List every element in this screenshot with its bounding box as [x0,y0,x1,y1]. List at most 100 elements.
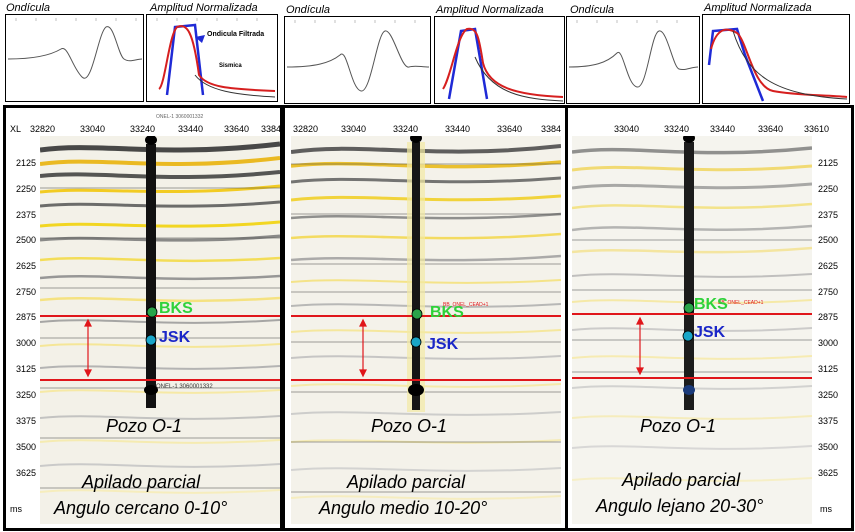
apilado-caption: Apilado parcial [347,472,466,492]
depth-3625: 3625 [16,468,37,478]
wavelet-curve-1 [7,18,143,79]
wavelet-curve-3 [568,20,699,88]
xl-tick-5: 33640 [224,124,250,134]
depth-2250: 2250 [818,184,839,194]
xl-tick-3: 33240 [393,124,419,134]
depth-2625: 2625 [16,261,37,271]
depth-2250: 2250 [16,184,37,194]
legend-sismica: Sismica [219,63,242,69]
ondicula-label-2: Ondícula [286,4,331,16]
spectrum-curve-3 [707,27,848,102]
xl-tick-2: 33040 [80,124,106,134]
depth-3500: 3500 [16,442,37,452]
depth-2125: 2125 [818,158,839,168]
well-bottom-label: ONEL-1 3060001332 [156,384,213,390]
bks-dot [683,302,695,314]
well-track [412,142,420,410]
seismic-image-near [40,136,280,524]
seismic-image-far [572,136,812,524]
depth-2375: 2375 [16,210,37,220]
depth-2875: 2875 [16,312,37,322]
xl-tick-2: 33040 [341,124,367,134]
wavelet-plot-1 [5,14,144,102]
depth-3625: 3625 [818,468,839,478]
bks-dot [411,308,423,320]
interval-arrow [84,318,92,378]
xl-tick-4: 33440 [178,124,204,134]
jsk-label: JSK [694,324,726,341]
xl-prefix: XL [10,124,22,134]
xl-tick-4: 33640 [758,124,784,134]
interval-arrow [636,316,644,376]
pozo-caption: Pozo O-1 [371,416,448,436]
interval-arrow [359,318,367,378]
pozo-caption: Pozo O-1 [640,416,717,436]
bks-label: BKS [694,296,728,313]
depth-3375: 3375 [818,416,839,426]
apilado-caption: Apilado parcial [622,470,741,490]
jsk-dot [410,336,422,348]
depth-3125: 3125 [818,364,839,374]
depth-3500: 3500 [818,442,839,452]
xl-tick-3: 33240 [130,124,156,134]
ms-label: ms [10,504,22,514]
spectrum-plot-1: Ondicula Filtrada Sismica [146,14,278,102]
depth-3000: 3000 [818,338,839,348]
amplitud-label-2: Amplitud Normalizada [436,4,544,16]
jsk-dot [145,334,157,346]
well-tag: BB_ONEL_CEAD+1 [718,300,764,306]
depth-3375: 3375 [16,416,37,426]
xl-tick-6: 3384 [261,124,282,134]
depth-2750: 2750 [16,287,37,297]
xl-tick-5: 33640 [497,124,523,134]
jsk-label: JSK [427,336,459,353]
angulo-caption: Angulo lejano 20-30° [596,496,764,516]
depth-2375: 2375 [818,210,839,220]
depth-2500: 2500 [818,235,839,245]
angulo-caption: Angulo medio 10-20° [319,498,488,518]
jsk-label: JSK [159,329,191,346]
pozo-caption: Pozo O-1 [106,416,183,436]
well-track [146,144,156,408]
depth-3125: 3125 [16,364,37,374]
xl-tick-3: 33440 [710,124,736,134]
jsk-dot [682,330,694,342]
spectrum-curve-2 [442,27,564,102]
spectrum-curve-1 [156,18,276,98]
depth-2875: 2875 [818,312,839,322]
bks-dot [146,306,158,318]
apilado-caption: Apilado parcial [82,472,201,492]
depth-3250: 3250 [818,390,839,400]
xl-tick-6: 3384 [541,124,562,134]
xl-tick-1: 32820 [293,124,319,134]
xl-tick-2: 33240 [664,124,690,134]
well-track [684,142,694,410]
xl-tick-1: 32820 [30,124,56,134]
xl-tick-5: 33610 [804,124,830,134]
spectrum-plot-3 [702,14,850,104]
spectrum-plot-2 [434,16,565,104]
ms-label: ms [820,504,832,514]
seismic-image-mid [291,136,561,524]
depth-2125: 2125 [16,158,37,168]
xl-tick-1: 33040 [614,124,640,134]
well-tag: BB_ONEL_CEAD+1 [443,302,489,308]
depth-3250: 3250 [16,390,37,400]
amplitud-label-3: Amplitud Normalizada [704,2,812,14]
ondicula-label-3: Ondícula [570,4,615,16]
depth-3000: 3000 [16,338,37,348]
seismic-section-near: XL 32820 33040 33240 33440 33640 3384 [3,105,283,531]
legend-ondicula-filtrada: Ondicula Filtrada [207,31,265,38]
xl-tick-4: 33440 [445,124,471,134]
depth-2750: 2750 [818,287,839,297]
well-top-label: ONEL-1 3060001332 [156,114,204,120]
depth-2500: 2500 [16,235,37,245]
depth-2625: 2625 [818,261,839,271]
ondicula-label-1: Ondícula [6,2,51,14]
seismic-section-mid: 32820 33040 33240 33440 33640 3384 [282,105,568,531]
seismic-section-far: 33040 33240 33440 33640 33610 [565,105,854,531]
angulo-caption: Angulo cercano 0-10° [54,498,228,518]
bks-label: BKS [430,304,464,321]
wavelet-plot-3 [566,16,700,104]
amplitud-label-1: Amplitud Normalizada [150,2,258,14]
